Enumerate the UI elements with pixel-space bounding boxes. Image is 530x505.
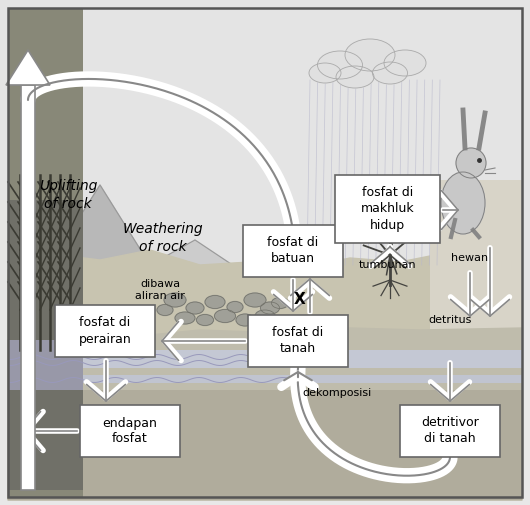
Text: fosfat di
tanah: fosfat di tanah [272, 327, 324, 356]
Bar [335, 175, 440, 243]
Polygon shape [8, 250, 522, 500]
Text: dekomposisi: dekomposisi [303, 388, 372, 398]
Text: dibawa
aliran air: dibawa aliran air [135, 279, 185, 301]
Ellipse shape [197, 315, 214, 326]
Ellipse shape [456, 148, 486, 178]
Ellipse shape [255, 310, 275, 322]
Text: detritivor
di tanah: detritivor di tanah [421, 417, 479, 445]
Ellipse shape [175, 312, 195, 324]
Bar [243, 225, 343, 277]
Ellipse shape [186, 302, 204, 314]
Ellipse shape [309, 63, 341, 83]
Text: detritus: detritus [428, 315, 472, 325]
Bar [0, 0, 530, 300]
Polygon shape [150, 240, 290, 310]
Bar [400, 405, 500, 457]
Bar [8, 390, 522, 500]
Text: hewan: hewan [452, 253, 489, 263]
Bar [8, 350, 522, 368]
Ellipse shape [227, 301, 243, 313]
Bar [8, 8, 83, 498]
Ellipse shape [261, 302, 279, 314]
Ellipse shape [164, 293, 186, 307]
Polygon shape [8, 328, 522, 500]
Ellipse shape [373, 62, 408, 84]
Bar [21, 85, 35, 490]
Ellipse shape [244, 293, 266, 307]
Ellipse shape [157, 305, 173, 316]
Text: fosfat di
perairan: fosfat di perairan [78, 317, 131, 345]
Polygon shape [6, 50, 50, 85]
Text: Uplifting
of rock: Uplifting of rock [39, 179, 97, 211]
Text: fosfat di
batuan: fosfat di batuan [267, 236, 319, 266]
Bar [8, 340, 83, 390]
Ellipse shape [345, 39, 395, 71]
Ellipse shape [336, 66, 374, 88]
Ellipse shape [236, 314, 254, 326]
Text: fosfat di
makhluk
hidup: fosfat di makhluk hidup [361, 186, 414, 231]
Ellipse shape [384, 50, 426, 76]
Bar [80, 405, 180, 457]
Bar [8, 375, 522, 383]
Bar [248, 315, 348, 367]
Ellipse shape [317, 51, 363, 79]
Text: endapan
fosfat: endapan fosfat [103, 417, 157, 445]
Ellipse shape [215, 310, 235, 323]
Ellipse shape [205, 295, 225, 309]
Bar [55, 305, 155, 357]
Bar [8, 200, 83, 490]
Text: Weathering
of rock: Weathering of rock [122, 222, 204, 254]
Bar [430, 180, 522, 400]
Polygon shape [8, 185, 195, 290]
Text: tumbuhan: tumbuhan [359, 260, 417, 270]
Ellipse shape [441, 172, 485, 234]
Text: X: X [294, 292, 306, 308]
Ellipse shape [271, 297, 288, 309]
